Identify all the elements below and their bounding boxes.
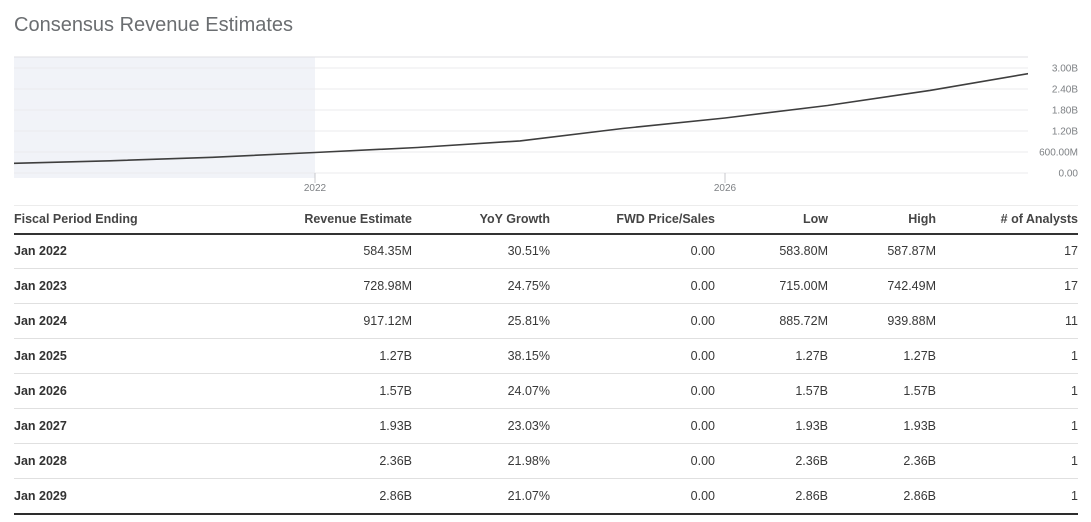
table-cell-high: 742.49M [828, 268, 936, 304]
revenue-line [14, 72, 1028, 165]
table-cell-of-analysts: 1 [936, 408, 1078, 444]
y-axis-label: 3.00B [1052, 64, 1078, 75]
table-row-jan-2024: Jan 2024 917.12M 25.81% 0.00 885.72M 939.88M 1… [14, 303, 1078, 339]
table-cell-revenue-estimate: 917.12M [300, 303, 412, 339]
table-cell-of-analysts: 1 [936, 443, 1078, 479]
table-cell-low: 2.36B [715, 443, 828, 479]
fiscal-period-cell: Jan 2026 [14, 373, 300, 409]
table-cell-fwd-price-sales: 0.00 [550, 373, 715, 409]
column-header-yoy-growth: YoY Growth [412, 205, 550, 235]
table-cell-low: 1.27B [715, 338, 828, 374]
table-row-jan-2029: Jan 2029 2.86B 21.07% 0.00 2.86B 2.86B 1 [14, 478, 1078, 515]
table-cell-revenue-estimate: 728.98M [300, 268, 412, 304]
historical-shaded-region [14, 57, 315, 178]
table-cell-high: 2.86B [828, 478, 936, 515]
fiscal-period-cell: Jan 2022 [14, 233, 300, 269]
table-row-jan-2028: Jan 2028 2.36B 21.98% 0.00 2.36B 2.36B 1 [14, 443, 1078, 479]
column-header-high: High [828, 205, 936, 235]
column-header-of-analysts: # of Analysts [936, 205, 1078, 235]
fiscal-period-cell: Jan 2023 [14, 268, 300, 304]
table-cell-of-analysts: 1 [936, 478, 1078, 515]
table-cell-yoy-growth: 24.75% [412, 268, 550, 304]
table-cell-revenue-estimate: 584.35M [300, 233, 412, 269]
table-cell-high: 939.88M [828, 303, 936, 339]
table-cell-low: 583.80M [715, 233, 828, 269]
table-cell-high: 1.57B [828, 373, 936, 409]
y-axis-label: 2.40B [1052, 85, 1078, 96]
fiscal-period-cell: Jan 2024 [14, 303, 300, 339]
table-header-row: Fiscal Period Ending Revenue Estimate YoY … [14, 205, 1078, 235]
table-cell-of-analysts: 1 [936, 373, 1078, 409]
table-cell-fwd-price-sales: 0.00 [550, 408, 715, 444]
page-title: Consensus Revenue Estimates [14, 14, 294, 36]
table-cell-yoy-growth: 21.98% [412, 443, 550, 479]
y-axis-label: 600.00M [1039, 148, 1078, 159]
table-cell-low: 715.00M [715, 268, 828, 304]
table-cell-revenue-estimate: 2.86B [300, 478, 412, 515]
table-cell-of-analysts: 17 [936, 233, 1078, 269]
table-row-jan-2025: Jan 2025 1.27B 38.15% 0.00 1.27B 1.27B 1 [14, 338, 1078, 374]
table-cell-of-analysts: 11 [936, 303, 1078, 339]
table-cell-yoy-growth: 21.07% [412, 478, 550, 515]
table-cell-high: 587.87M [828, 233, 936, 269]
table-row-jan-2026: Jan 2026 1.57B 24.07% 0.00 1.57B 1.57B 1 [14, 373, 1078, 409]
table-cell-fwd-price-sales: 0.00 [550, 303, 715, 339]
table-row-jan-2023: Jan 2023 728.98M 24.75% 0.00 715.00M 742.49M 1… [14, 268, 1078, 304]
column-header-fiscal-period-ending: Fiscal Period Ending [14, 205, 300, 235]
estimates-table-wrap: Fiscal Period Ending Revenue Estimate YoY … [14, 205, 1078, 515]
table-row-jan-2027: Jan 2027 1.93B 23.03% 0.00 1.93B 1.93B 1 [14, 408, 1078, 444]
table-cell-revenue-estimate: 1.27B [300, 338, 412, 374]
table-cell-yoy-growth: 38.15% [412, 338, 550, 374]
table-cell-fwd-price-sales: 0.00 [550, 233, 715, 269]
x-axis-label: 2026 [714, 183, 737, 194]
table-cell-low: 1.93B [715, 408, 828, 444]
table-cell-revenue-estimate: 1.57B [300, 373, 412, 409]
table-cell-yoy-growth: 30.51% [412, 233, 550, 269]
table-cell-yoy-growth: 24.07% [412, 373, 550, 409]
table-cell-revenue-estimate: 1.93B [300, 408, 412, 444]
table-cell-fwd-price-sales: 0.00 [550, 268, 715, 304]
table-cell-fwd-price-sales: 0.00 [550, 478, 715, 515]
table-cell-revenue-estimate: 2.36B [300, 443, 412, 479]
table-row-jan-2022: Jan 2022 584.35M 30.51% 0.00 583.80M 587.87M 1… [14, 233, 1078, 269]
revenue-chart[interactable]: 3.00B 2.40B 1.80B 1.20B 600.00M 0.00 2022 2026 [0, 50, 1091, 195]
fiscal-period-cell: Jan 2028 [14, 443, 300, 479]
x-axis-label: 2022 [304, 183, 327, 194]
column-header-fwd-price-sales: FWD Price/Sales [550, 205, 715, 235]
table-cell-low: 2.86B [715, 478, 828, 515]
estimates-table: Fiscal Period Ending Revenue Estimate YoY … [14, 205, 1078, 515]
table-cell-yoy-growth: 23.03% [412, 408, 550, 444]
table-cell-of-analysts: 1 [936, 338, 1078, 374]
table-cell-fwd-price-sales: 0.00 [550, 443, 715, 479]
table-cell-high: 2.36B [828, 443, 936, 479]
fiscal-period-cell: Jan 2025 [14, 338, 300, 374]
table-cell-of-analysts: 17 [936, 268, 1078, 304]
column-header-low: Low [715, 205, 828, 235]
y-axis-label: 0.00 [1059, 169, 1079, 180]
table-cell-fwd-price-sales: 0.00 [550, 338, 715, 374]
y-axis-label: 1.80B [1052, 106, 1078, 117]
revenue-chart-svg[interactable]: 3.00B 2.40B 1.80B 1.20B 600.00M 0.00 2022 2026 [0, 50, 1091, 195]
fiscal-period-cell: Jan 2027 [14, 408, 300, 444]
column-header-revenue-estimate: Revenue Estimate [300, 205, 412, 235]
fiscal-period-cell: Jan 2029 [14, 478, 300, 515]
table-cell-high: 1.93B [828, 408, 936, 444]
table-cell-low: 1.57B [715, 373, 828, 409]
table-cell-yoy-growth: 25.81% [412, 303, 550, 339]
y-axis-label: 1.20B [1052, 127, 1078, 138]
table-cell-high: 1.27B [828, 338, 936, 374]
table-cell-low: 885.72M [715, 303, 828, 339]
